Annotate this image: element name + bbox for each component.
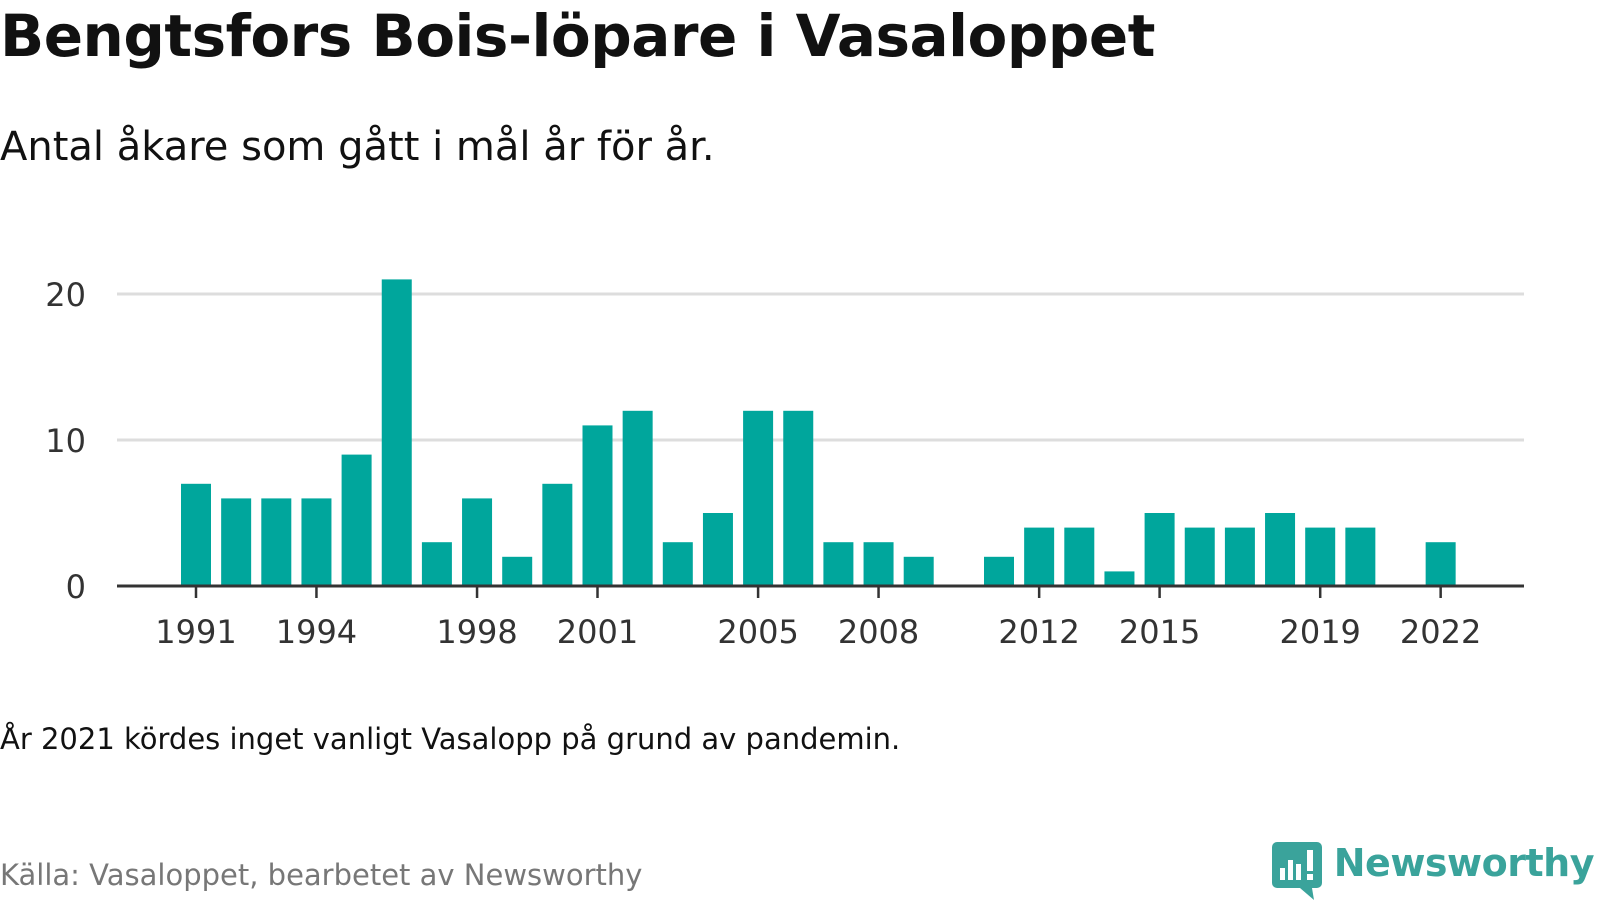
bar-1999[interactable]: [502, 556, 533, 586]
bar-2001[interactable]: [582, 425, 613, 586]
bar-2007[interactable]: [823, 542, 854, 586]
bar-2009[interactable]: [903, 556, 934, 586]
bar-2003[interactable]: [662, 542, 693, 586]
bar-1998[interactable]: [462, 498, 493, 586]
x-tick-label: 1998: [436, 613, 517, 651]
chart-title: Bengtsfors Bois-löpare i Vasaloppet: [0, 2, 1155, 70]
bar-2002[interactable]: [622, 410, 653, 586]
x-tick-label: 2008: [838, 613, 919, 651]
brand-name: Newsworthy: [1333, 841, 1595, 885]
source-note: Källa: Vasaloppet, bearbetet av Newswort…: [0, 858, 643, 892]
bar-1995[interactable]: [341, 454, 372, 586]
bar-1994[interactable]: [301, 498, 332, 586]
x-tick-label: 2005: [717, 613, 798, 651]
bar-2020[interactable]: [1345, 527, 1376, 586]
x-tick-label: 2001: [557, 613, 638, 651]
newsworthy-brand[interactable]: Newsworthy: [1271, 841, 1595, 900]
bar-2017[interactable]: [1224, 527, 1255, 586]
newsworthy-chart-bubble-icon: [1271, 842, 1322, 900]
x-tick-label: 2019: [1279, 613, 1360, 651]
bar-2011[interactable]: [984, 556, 1014, 586]
chart-subtitle: Antal åkare som gått i mål år för år.: [0, 124, 715, 170]
bar-2016[interactable]: [1184, 527, 1215, 586]
bar-2014[interactable]: [1104, 571, 1135, 586]
bar-2022[interactable]: [1425, 542, 1456, 586]
tick-labels: 0 10 20 1991 1994 1998 2001 2005 2008 2012 2015 201…: [45, 276, 1481, 651]
bar-1997[interactable]: [421, 542, 452, 586]
bar-2005[interactable]: [743, 410, 774, 586]
x-tick-label: 2022: [1400, 613, 1481, 651]
bar-1991[interactable]: [181, 483, 211, 586]
x-axis: [117, 584, 1524, 598]
x-tick-label: 2012: [998, 613, 1079, 651]
x-tick-label: 1994: [276, 613, 357, 651]
y-tick-label: 0: [66, 568, 86, 606]
bar-2000[interactable]: [542, 483, 573, 586]
bar-2008[interactable]: [863, 542, 894, 586]
bar-2019[interactable]: [1305, 527, 1336, 586]
bars: [181, 279, 1456, 586]
bar-2006[interactable]: [783, 410, 814, 586]
bar-2012[interactable]: [1024, 527, 1055, 586]
bar-1993[interactable]: [261, 498, 292, 586]
chart-footnote: År 2021 kördes inget vanligt Vasalopp på…: [0, 722, 901, 756]
bar-1992[interactable]: [221, 498, 252, 586]
bar-2015[interactable]: [1144, 513, 1175, 586]
x-tick-label: 2015: [1119, 613, 1200, 651]
bar-chart: 0 10 20 1991 1994 1998 2001 2005 2008 2012 2015 201…: [45, 276, 1524, 651]
bar-2004[interactable]: [702, 513, 733, 586]
x-tick-label: 1991: [155, 613, 236, 651]
y-tick-label: 20: [45, 276, 86, 314]
gridlines: [117, 292, 1524, 442]
bar-1996[interactable]: [381, 279, 412, 586]
bar-2013[interactable]: [1064, 527, 1095, 586]
y-tick-label: 10: [45, 422, 86, 460]
bar-2018[interactable]: [1265, 513, 1296, 586]
